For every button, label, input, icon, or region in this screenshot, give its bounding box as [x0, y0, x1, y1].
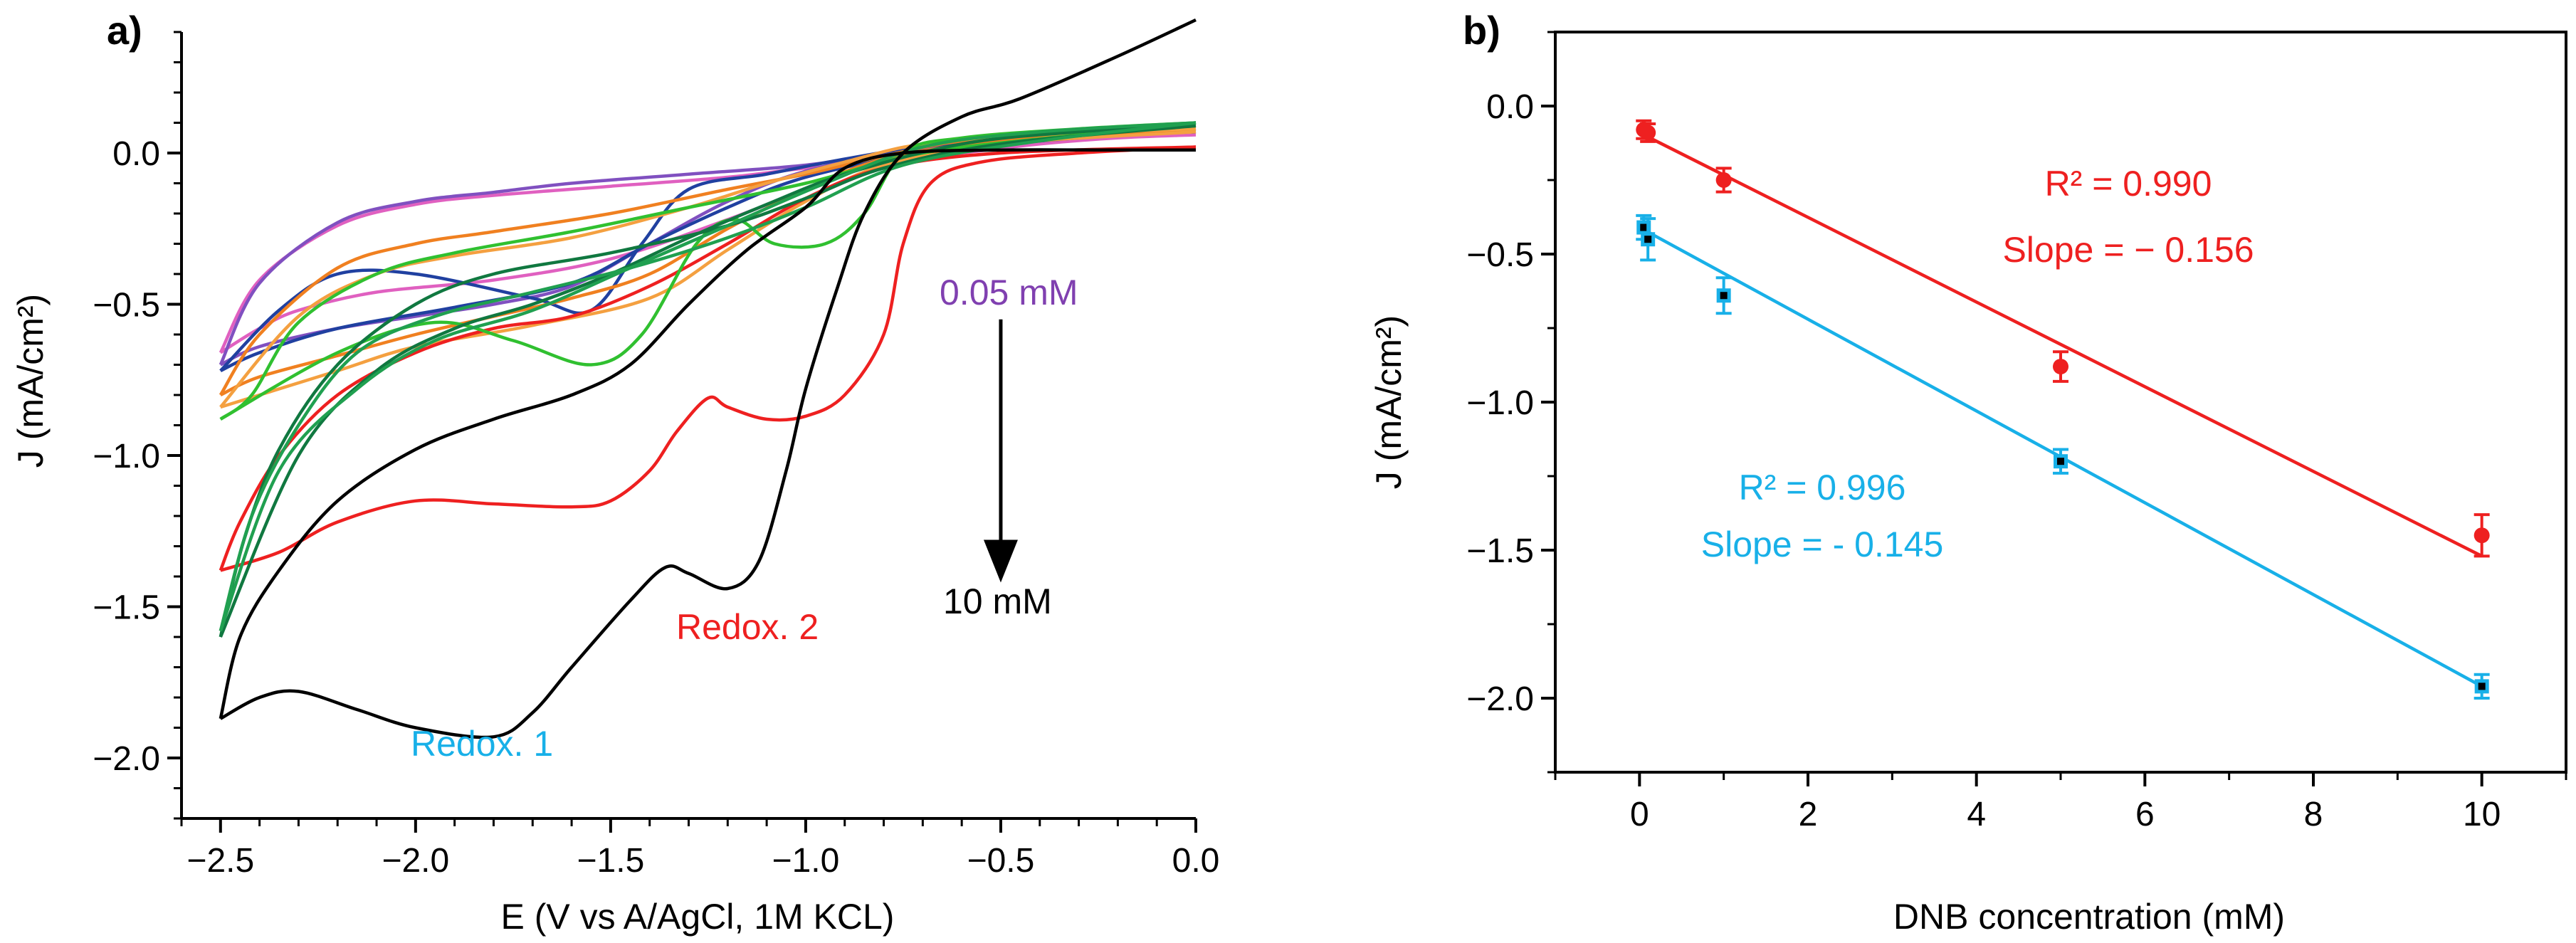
panel-a-x-axis-title: E (V vs A/AgCl, 1M KCL) [501, 897, 895, 937]
cv-curve-magenta-forward [219, 133, 1197, 354]
data-point-center-blue-2 [1720, 292, 1728, 300]
panel-a-annotations: Redox. 1 Redox. 2 0.05 mM 10 mM [411, 273, 1078, 764]
cv-curve-blue-return [219, 130, 1197, 373]
annotation-concentration-start: 0.05 mM [940, 273, 1078, 312]
panel-a-x-tick-label-neg1p5: −1.5 [577, 842, 645, 880]
panel-a-x-tick-label-0: 0.0 [1172, 842, 1220, 880]
panel-b-label: b) [1463, 8, 1500, 53]
panel-a-ticks: −2.5 −2.0 −1.5 −1.0 −0.5 0.0 0.0 −0.5 −1.0 −1.5 −2… [93, 31, 1220, 880]
panel-a-cyclic-voltammetry: a) −2.5 −2.0 −1.5 −1.0 −0.5 0.0 0.0 −0.5 −1.0 −1.… [11, 8, 1219, 937]
panel-a-x-tick-label-neg1: −1.0 [772, 842, 840, 880]
panel-b-axes [1554, 31, 2567, 774]
panel-a-series-group [219, 18, 1197, 739]
panel-a-x-tick-label-neg0p5: −0.5 [967, 842, 1035, 880]
red-fit-r2: R² = 0.990 [2045, 164, 2212, 204]
cv-curve-purple-return [219, 127, 1197, 367]
panel-b-x-tick-label-6: 6 [2135, 796, 2155, 833]
panel-b-y-tick-label-neg2: −2.0 [1466, 680, 1534, 718]
concentration-arrow-head [983, 539, 1018, 583]
panel-b-x-tick-label-8: 8 [2304, 796, 2323, 833]
panel-b-y-tick-label-neg1p5: −1.5 [1466, 532, 1534, 570]
data-point-center-blue-0 [1640, 223, 1648, 231]
panel-b-x-tick-label-10: 10 [2463, 796, 2501, 833]
panel-a-y-axis-title: J (mA/cm²) [11, 294, 51, 468]
data-point-red-4 [2474, 527, 2490, 544]
panel-b-calibration: b) 0 2 4 6 8 10 0.0 −0.5 −1.0 −1.5 −2.0 DNB concen… [1369, 8, 2567, 937]
panel-a-y-tick-label-neg1p5: −1.5 [93, 589, 160, 627]
data-point-center-blue-3 [2057, 458, 2064, 465]
panel-a-x-tick-label-neg2p5: −2.5 [186, 842, 254, 880]
panel-b-x-axis-title: DNB concentration (mM) [1893, 897, 2285, 937]
panel-a-y-tick-label-neg0p5: −0.5 [93, 287, 160, 325]
cv-curve-green-dark-return [219, 124, 1197, 638]
cv-curve-black-forward [219, 18, 1197, 739]
cv-curve-green-mid-return [219, 121, 1197, 632]
data-point-center-blue-4 [2478, 683, 2486, 690]
panel-b-y-tick-label-neg1: −1.0 [1466, 384, 1534, 422]
panel-b-plot-frame [1554, 31, 2567, 774]
panel-b-annotations: R² = 0.990 Slope = − 0.156 R² = 0.996 Sl… [1701, 164, 2254, 564]
data-point-center-blue-1 [1644, 236, 1652, 243]
panel-b-x-tick-label-2: 2 [1799, 796, 1818, 833]
panel-b-ticks: 0 2 4 6 8 10 0.0 −0.5 −1.0 −1.5 −2.0 [1466, 31, 2567, 833]
red-fit-slope: Slope = − 0.156 [2002, 230, 2254, 270]
panel-a-y-tick-label-neg1: −1.0 [93, 438, 160, 475]
cv-curve-magenta-return [219, 130, 1197, 354]
cv-curve-purple-forward [219, 127, 1197, 366]
fit-line-red [1639, 131, 2483, 558]
blue-fit-slope: Slope = - 0.145 [1701, 525, 1944, 564]
panel-a-y-tick-label-0: 0.0 [112, 135, 160, 173]
annotation-concentration-end: 10 mM [943, 581, 1052, 621]
cv-curve-blue-forward [219, 130, 1197, 372]
panel-b-y-axis-title: J (mA/cm²) [1369, 315, 1409, 489]
panel-b-y-tick-label-0: 0.0 [1486, 88, 1534, 126]
cv-curve-red-forward [220, 145, 1197, 572]
data-point-red-3 [2053, 359, 2068, 375]
panel-b-y-tick-label-neg0p5: −0.5 [1466, 236, 1534, 274]
panel-a-x-tick-label-neg2: −2.0 [382, 842, 449, 880]
cv-curve-black-return [219, 148, 1196, 720]
panel-b-x-tick-label-0: 0 [1630, 796, 1649, 833]
data-point-red-2 [1715, 172, 1732, 188]
panel-b-series-group [1636, 119, 2490, 700]
panel-a-label: a) [107, 8, 142, 53]
cv-curve-orange-2-forward [219, 127, 1197, 409]
blue-fit-r2: R² = 0.996 [1739, 468, 1906, 507]
panel-b-x-tick-label-4: 4 [1967, 796, 1986, 833]
annotation-redox-1: Redox. 1 [411, 724, 553, 764]
annotation-redox-2: Redox. 2 [676, 607, 819, 647]
panel-a-y-tick-label-neg2: −2.0 [93, 740, 160, 778]
cv-curve-orange-forward [219, 124, 1197, 396]
data-point-red-1 [1640, 125, 1656, 141]
